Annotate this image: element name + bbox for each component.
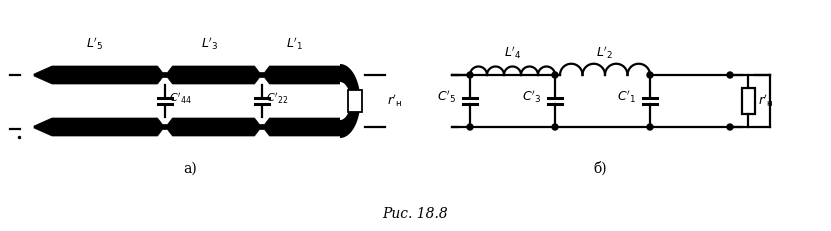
- Text: $r'_{\rm н}$: $r'_{\rm н}$: [387, 93, 403, 109]
- Circle shape: [727, 124, 733, 130]
- Text: $C'_{22}$: $C'_{22}$: [266, 92, 288, 106]
- Circle shape: [727, 72, 733, 78]
- Text: $L'_5$: $L'_5$: [86, 35, 104, 52]
- Polygon shape: [34, 118, 340, 136]
- Text: $C'_3$: $C'_3$: [522, 89, 541, 105]
- Polygon shape: [34, 66, 340, 84]
- Text: $L'_4$: $L'_4$: [504, 44, 521, 61]
- Polygon shape: [340, 64, 361, 138]
- Text: $L'_1$: $L'_1$: [287, 35, 303, 52]
- Text: $r'_{\rm н}$: $r'_{\rm н}$: [758, 93, 773, 109]
- Text: $L'_2$: $L'_2$: [597, 44, 613, 61]
- Circle shape: [552, 124, 558, 130]
- Circle shape: [647, 72, 653, 78]
- Text: $L'_3$: $L'_3$: [201, 35, 219, 52]
- Text: $C'_1$: $C'_1$: [617, 89, 636, 105]
- Circle shape: [552, 72, 558, 78]
- Circle shape: [467, 124, 473, 130]
- Text: $C'_{44}$: $C'_{44}$: [169, 92, 192, 106]
- Text: б): б): [593, 162, 607, 176]
- Circle shape: [467, 72, 473, 78]
- Bar: [741, 88, 755, 114]
- Polygon shape: [340, 82, 351, 120]
- Text: а): а): [183, 162, 197, 176]
- Bar: [348, 90, 362, 112]
- Circle shape: [647, 124, 653, 130]
- Text: Рис. 18.8: Рис. 18.8: [382, 207, 448, 221]
- Text: $C'_5$: $C'_5$: [437, 89, 456, 105]
